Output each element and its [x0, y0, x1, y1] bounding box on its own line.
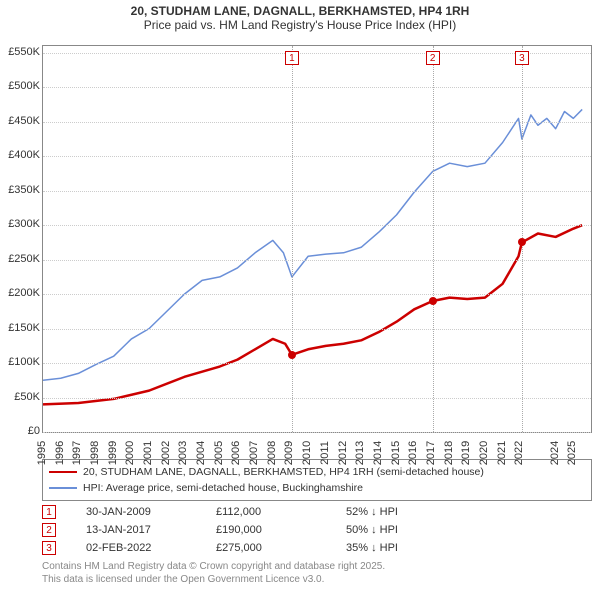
- y-tick-label: £350K: [8, 184, 40, 196]
- sales-row: 2 13-JAN-2017£190,00050% ↓ HPI: [42, 521, 592, 539]
- grid-line: [43, 225, 591, 226]
- x-tick-label: 2001: [142, 441, 154, 465]
- sales-number-box: 3: [42, 541, 56, 555]
- series-line-hpi: [43, 109, 582, 380]
- sales-price: £190,000: [216, 524, 346, 536]
- attribution-footer: Contains HM Land Registry data © Crown c…: [42, 560, 592, 586]
- grid-line: [43, 363, 591, 364]
- y-tick-label: £300K: [8, 218, 40, 230]
- x-tick-label: 2020: [478, 441, 490, 465]
- y-tick-label: £500K: [8, 80, 40, 92]
- legend-row: HPI: Average price, semi-detached house,…: [49, 480, 585, 496]
- x-tick-label: 2006: [230, 441, 242, 465]
- grid-line: [43, 329, 591, 330]
- y-tick-label: £50K: [14, 391, 40, 403]
- sales-date: 30-JAN-2009: [86, 506, 216, 518]
- footer-line-1: Contains HM Land Registry data © Crown c…: [42, 560, 592, 573]
- y-tick-label: £100K: [8, 356, 40, 368]
- grid-line: [43, 398, 591, 399]
- x-tick-label: 2012: [337, 441, 349, 465]
- title-block: 20, STUDHAM LANE, DAGNALL, BERKHAMSTED, …: [0, 0, 600, 32]
- marker-line: [433, 46, 434, 432]
- marker-number-box: 1: [285, 51, 299, 65]
- x-tick-label: 2016: [407, 441, 419, 465]
- sale-dot: [429, 297, 437, 305]
- legend-label: HPI: Average price, semi-detached house,…: [83, 482, 363, 494]
- x-tick-label: 2013: [354, 441, 366, 465]
- x-tick-label: 2011: [319, 441, 331, 465]
- legend-row: 20, STUDHAM LANE, DAGNALL, BERKHAMSTED, …: [49, 464, 585, 480]
- x-tick-label: 2024: [549, 441, 561, 465]
- series-line-property: [43, 225, 582, 404]
- marker-number-box: 3: [515, 51, 529, 65]
- grid-line: [43, 260, 591, 261]
- sales-row: 3 02-FEB-2022£275,00035% ↓ HPI: [42, 539, 592, 557]
- sales-price: £112,000: [216, 506, 346, 518]
- grid-line: [43, 122, 591, 123]
- sales-row: 1 30-JAN-2009£112,00052% ↓ HPI: [42, 503, 592, 521]
- x-tick-label: 2025: [566, 441, 578, 465]
- sale-dot: [518, 238, 526, 246]
- x-tick-label: 2010: [301, 441, 313, 465]
- x-tick-label: 2004: [195, 441, 207, 465]
- sales-date: 02-FEB-2022: [86, 542, 216, 554]
- x-tick-label: 2015: [390, 441, 402, 465]
- x-tick-label: 2003: [177, 441, 189, 465]
- x-tick-label: 2000: [124, 441, 136, 465]
- y-tick-label: £400K: [8, 149, 40, 161]
- footer-line-2: This data is licensed under the Open Gov…: [42, 573, 592, 586]
- x-tick-label: 2022: [513, 441, 525, 465]
- x-tick-label: 1999: [107, 441, 119, 465]
- grid-line: [43, 87, 591, 88]
- legend-swatch: [49, 487, 77, 489]
- sales-diff: 50% ↓ HPI: [346, 524, 496, 536]
- x-tick-label: 2002: [160, 441, 172, 465]
- chart-container: 20, STUDHAM LANE, DAGNALL, BERKHAMSTED, …: [0, 0, 600, 590]
- sales-price: £275,000: [216, 542, 346, 554]
- chart-svg: [43, 46, 591, 432]
- title-line-1: 20, STUDHAM LANE, DAGNALL, BERKHAMSTED, …: [0, 4, 600, 18]
- legend-box: 20, STUDHAM LANE, DAGNALL, BERKHAMSTED, …: [42, 459, 592, 501]
- grid-line: [43, 294, 591, 295]
- sales-table: 1 30-JAN-2009£112,00052% ↓ HPI 2 13-JAN-201…: [42, 503, 592, 557]
- grid-line: [43, 432, 591, 433]
- marker-line: [292, 46, 293, 432]
- x-tick-label: 2021: [496, 441, 508, 465]
- x-tick-label: 2007: [248, 441, 260, 465]
- x-tick-label: 1997: [71, 441, 83, 465]
- title-line-2: Price paid vs. HM Land Registry's House …: [0, 18, 600, 32]
- x-tick-label: 2009: [283, 441, 295, 465]
- sale-dot: [288, 351, 296, 359]
- sales-number-box: 1: [42, 505, 56, 519]
- y-tick-label: £550K: [8, 46, 40, 58]
- grid-line: [43, 156, 591, 157]
- sales-diff: 35% ↓ HPI: [346, 542, 496, 554]
- y-tick-label: £450K: [8, 115, 40, 127]
- x-tick-label: 2017: [425, 441, 437, 465]
- y-tick-label: £0: [28, 425, 40, 437]
- sales-date: 13-JAN-2017: [86, 524, 216, 536]
- x-tick-label: 2005: [213, 441, 225, 465]
- x-tick-label: 2019: [460, 441, 472, 465]
- x-tick-label: 2008: [266, 441, 278, 465]
- y-tick-label: £200K: [8, 287, 40, 299]
- legend-label: 20, STUDHAM LANE, DAGNALL, BERKHAMSTED, …: [83, 466, 484, 478]
- x-tick-label: 1995: [36, 441, 48, 465]
- y-tick-label: £150K: [8, 322, 40, 334]
- x-tick-label: 2018: [443, 441, 455, 465]
- marker-number-box: 2: [426, 51, 440, 65]
- legend-swatch: [49, 471, 77, 474]
- y-tick-label: £250K: [8, 253, 40, 265]
- plot-area: 1 2 3: [42, 45, 592, 433]
- grid-line: [43, 191, 591, 192]
- x-tick-label: 1998: [89, 441, 101, 465]
- x-tick-label: 2014: [372, 441, 384, 465]
- x-tick-label: 1996: [54, 441, 66, 465]
- grid-line: [43, 53, 591, 54]
- sales-number-box: 2: [42, 523, 56, 537]
- sales-diff: 52% ↓ HPI: [346, 506, 496, 518]
